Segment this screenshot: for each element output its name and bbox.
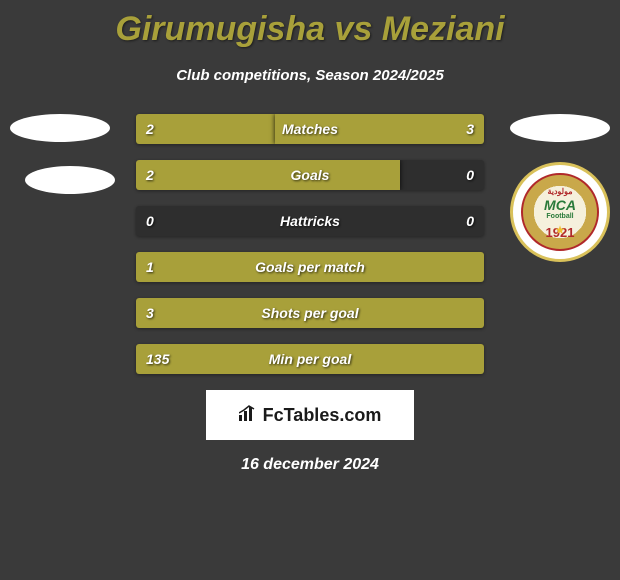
bar-value-right: 0 — [466, 160, 474, 190]
logo-ellipse-1 — [10, 114, 110, 142]
stat-row: Goals per match1 — [136, 252, 484, 282]
stat-row: Hattricks0 0 — [136, 206, 484, 236]
badge-star-icon: ★ — [523, 223, 597, 237]
bar-label: Goals — [136, 160, 484, 190]
footer-brand-text: FcTables.com — [263, 405, 382, 426]
stat-row: Goals2 0 — [136, 160, 484, 190]
bar-label: Matches — [136, 114, 484, 144]
left-team-logo — [10, 114, 115, 218]
bar-value-left: 2 — [146, 114, 154, 144]
page-subtitle: Club competitions, Season 2024/2025 — [0, 67, 620, 84]
logo-ellipse-2 — [25, 166, 115, 194]
content-area: مولودية MCA Football 1921 ★ Matches23Goa… — [0, 114, 620, 374]
bar-value-left: 3 — [146, 298, 154, 328]
footer-brand-logo: FcTables.com — [206, 390, 414, 440]
bar-label: Min per goal — [136, 344, 484, 374]
badge-top-text: مولودية — [523, 187, 597, 196]
bar-value-left: 135 — [146, 344, 169, 374]
bar-label: Shots per goal — [136, 298, 484, 328]
bar-value-right: 3 — [466, 114, 474, 144]
stat-row: Matches2 3 — [136, 114, 484, 144]
bar-value-left: 1 — [146, 252, 154, 282]
page-title: Girumugisha vs Meziani — [0, 0, 620, 49]
badge-sub-text: Football — [523, 213, 597, 220]
stats-bars: Matches23Goals20Hattricks00Goals per mat… — [136, 114, 484, 374]
stat-row: Min per goal135 — [136, 344, 484, 374]
team-badge: مولودية MCA Football 1921 ★ — [510, 162, 610, 262]
date-text: 16 december 2024 — [0, 456, 620, 474]
stat-row: Shots per goal3 — [136, 298, 484, 328]
right-team-logo: مولودية MCA Football 1921 ★ — [510, 114, 610, 262]
badge-main-text: MCA — [523, 197, 597, 213]
bar-value-left: 2 — [146, 160, 154, 190]
bar-value-right: 0 — [466, 206, 474, 236]
badge-inner: مولودية MCA Football 1921 ★ — [521, 173, 599, 251]
chart-icon — [239, 405, 257, 426]
bar-label: Goals per match — [136, 252, 484, 282]
bar-value-left: 0 — [146, 206, 154, 236]
bar-label: Hattricks — [136, 206, 484, 236]
logo-ellipse-3 — [510, 114, 610, 142]
